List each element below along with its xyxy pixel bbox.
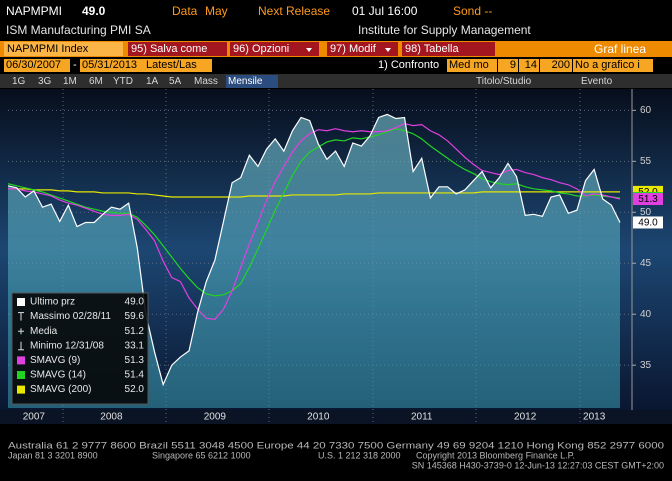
legend-label: Media [30,326,58,337]
period-input[interactable]: 9 [498,59,518,72]
last-value-label: 49.0 [638,218,658,229]
legend-label: Minimo 12/31/08 [30,340,104,351]
footer-contacts: Japan 81 3 3201 8900 [8,450,98,460]
footer-contacts: Australia 61 2 9777 8600 Brazil 5511 304… [8,440,664,450]
legend-value: 51.2 [125,326,145,337]
legend-swatch [17,371,25,379]
last-value-tag [633,216,663,229]
next-release-label: Next Release [258,4,331,18]
legend-label: SMAVG (200) [30,384,92,395]
period-input[interactable]: 200 [540,59,572,72]
range-bar-background [0,74,672,88]
range-button[interactable]: 6M [89,76,103,87]
legend-value: 59.6 [125,311,145,322]
range-button[interactable]: YTD [113,76,133,87]
data-label: Data [172,4,198,18]
footer-contacts: Copyright 2013 Bloomberg Finance L.P. [416,450,575,460]
modify-button[interactable]: 97) Modif [327,42,398,56]
compare-label: 1) Confronto [378,59,440,71]
period-input[interactable]: 14 [519,59,539,72]
data-value: May [205,4,228,18]
ticker: NAPMPMI [6,4,63,18]
security-input[interactable]: NAPMPMI Index [4,42,123,56]
legend-value: 51.3 [125,355,145,366]
x-tick-label: 2013 [583,412,606,423]
y-tick-label: 45 [640,258,652,269]
footer-session: SN 145368 H430-3739-0 12-Jun-13 12:27:03… [412,460,664,470]
footer-contacts: U.S. 1 212 318 2000 [318,450,401,460]
range-button[interactable]: 5A [169,76,182,87]
dropdown-arrow [306,48,312,52]
y-tick-label: 60 [640,105,652,116]
legend-value: 49.0 [125,297,145,308]
mode-select[interactable]: Latest/Las [144,59,212,72]
save-button[interactable]: 95) Salva come [128,42,227,56]
legend-swatch [17,385,25,394]
legend-swatch [17,298,25,306]
legend-label: Massimo 02/28/11 [30,311,111,322]
events-button[interactable]: Evento [581,76,613,87]
source: Institute for Supply Management [358,23,531,37]
average-select[interactable]: Med mo [447,59,497,72]
legend-label: SMAVG (9) [30,355,80,366]
legend-value: 33.1 [125,340,145,351]
series-line [8,188,620,198]
range-button[interactable]: 1G [12,76,26,87]
table-button[interactable]: 98) Tabella [402,42,495,56]
x-tick-label: 2009 [204,412,227,423]
survey: Sond -- [453,4,493,18]
x-tick-label: 2007 [23,412,46,423]
security-name: ISM Manufacturing PMI SA [6,23,151,37]
x-tick-label: 2008 [100,412,123,423]
range-button[interactable]: 1A [146,76,159,87]
range-button[interactable]: 1M [63,76,77,87]
x-tick-label: 2010 [307,412,330,423]
series-line [7,113,621,387]
chart-kind[interactable]: Graf linea [594,42,647,56]
last-value: 49.0 [82,4,106,18]
legend-value: 52.0 [125,384,145,395]
footer-contacts: Singapore 65 6212 1000 [152,450,251,460]
next-release-date: 01 Jul 16:00 [352,4,418,18]
plot-option[interactable]: No a grafico i [573,59,653,72]
y-tick-label: 35 [640,360,652,371]
y-tick-label: 55 [640,156,652,167]
x-tick-label: 2012 [514,412,537,423]
range-button[interactable]: Mass [194,76,218,87]
last-value-tag [633,193,663,206]
year-axis-background [0,410,672,424]
studies-button[interactable]: Titolo/Studio [476,76,532,87]
legend-swatch [17,356,25,365]
range-button[interactable]: 3G [38,76,52,87]
date-separator: - [73,59,77,71]
frequency-select[interactable]: Mensile [226,75,278,88]
options-button[interactable]: 96) Opzioni [230,42,319,56]
y-tick-label: 50 [640,207,652,218]
start-date[interactable]: 06/30/2007 [4,59,70,72]
legend-label: Ultimo prz [30,297,75,308]
dropdown-arrow [385,48,391,52]
end-date[interactable]: 05/31/2013 [80,59,144,72]
legend-label: SMAVG (14) [30,370,86,381]
legend-value: 51.4 [125,370,145,381]
legend-box [11,292,149,405]
y-tick-label: 40 [640,309,652,320]
x-tick-label: 2011 [411,412,433,423]
last-value-label: 51.3 [638,194,658,205]
